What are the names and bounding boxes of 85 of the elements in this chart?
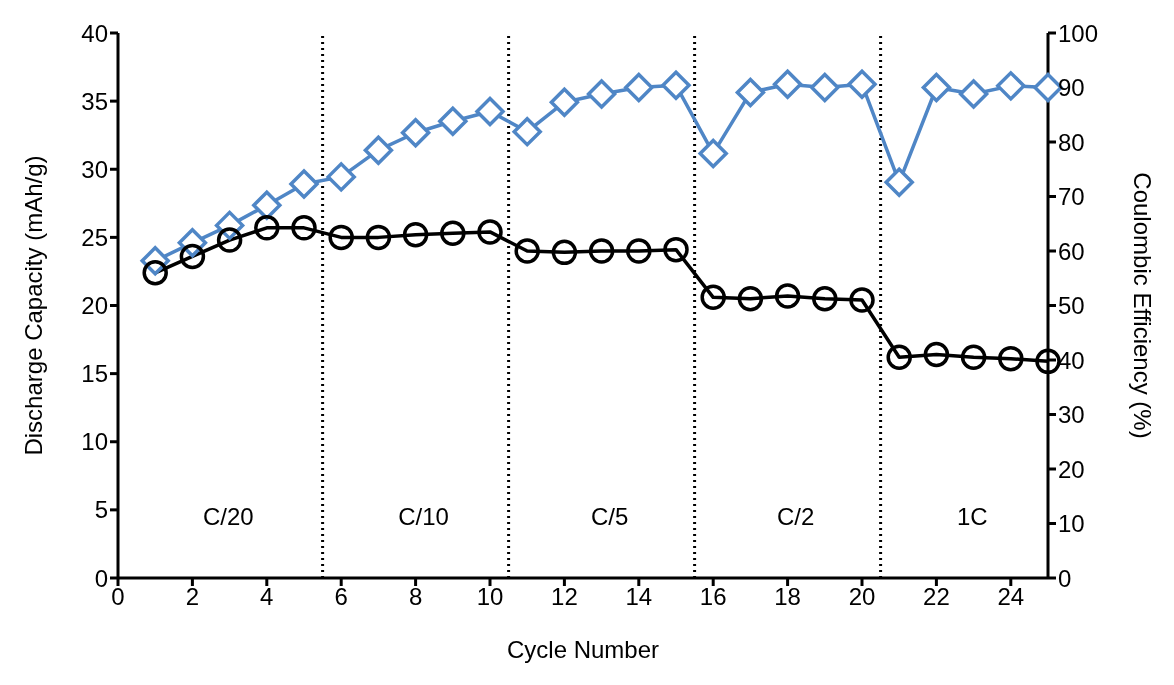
y2-axis-title: Coulombic Efficiency (%) <box>1129 172 1157 439</box>
point <box>402 221 429 248</box>
point <box>254 215 280 241</box>
point <box>216 227 243 253</box>
point <box>512 116 542 147</box>
point <box>996 71 1026 101</box>
x-tick-label: 2 <box>185 583 200 611</box>
point <box>1035 348 1061 375</box>
x-tick-label: 6 <box>334 583 348 611</box>
point <box>960 344 987 371</box>
x-tick-label: 10 <box>476 583 504 611</box>
x-axis-title: Cycle Number <box>506 636 660 663</box>
y-tick-label: 5 <box>94 496 108 524</box>
annotation: C/2 <box>775 503 816 531</box>
point <box>252 190 282 220</box>
point <box>661 70 691 101</box>
x-tick-label: 14 <box>625 583 653 611</box>
y2-tick-label: 100 <box>1058 19 1099 47</box>
y-tick-label: 35 <box>81 87 108 115</box>
y2-tick-label: 30 <box>1058 401 1085 429</box>
point <box>326 162 356 192</box>
y2-tick-label: 0 <box>1058 564 1072 592</box>
point <box>475 96 505 127</box>
point <box>291 215 317 241</box>
y2-tick-label: 10 <box>1058 510 1085 538</box>
x-tick-label: 22 <box>923 583 950 611</box>
y2-tick-label: 50 <box>1058 292 1085 320</box>
point <box>849 287 875 313</box>
y2-tick-label: 70 <box>1058 183 1085 211</box>
y2-tick-label: 40 <box>1058 346 1085 374</box>
point <box>365 224 392 251</box>
y-tick-label: 0 <box>94 564 108 592</box>
x-tick-label: 12 <box>551 583 578 611</box>
x-tick-label: 4 <box>260 583 274 611</box>
point <box>998 345 1024 372</box>
point <box>440 220 466 247</box>
point <box>549 87 580 117</box>
y-tick-label: 15 <box>81 360 108 388</box>
y2-tick-label: 60 <box>1058 237 1085 265</box>
point <box>551 239 578 266</box>
y-tick-label: 25 <box>81 223 108 251</box>
point <box>438 106 468 137</box>
point <box>886 344 912 371</box>
point <box>328 224 354 251</box>
point <box>588 238 615 264</box>
y2-tick-label: 20 <box>1058 455 1085 483</box>
x-tick-label: 8 <box>408 583 423 611</box>
x-tick-label: 0 <box>111 583 125 611</box>
point <box>847 69 877 99</box>
y-tick-label: 30 <box>81 155 108 183</box>
y-axis-title: Discharge Capacity (mAh/g) <box>19 155 47 456</box>
x-tick-label: 18 <box>774 583 801 611</box>
point <box>774 283 801 309</box>
y-tick-label: 40 <box>81 19 108 47</box>
point <box>958 79 989 109</box>
annotation: C/5 <box>589 503 630 531</box>
point <box>514 238 540 264</box>
point <box>626 238 652 264</box>
point <box>884 167 914 198</box>
point <box>663 236 689 263</box>
point <box>586 79 617 109</box>
point <box>400 117 431 148</box>
annotation: 1C <box>956 503 988 530</box>
point <box>737 285 764 312</box>
y2-tick-label: 80 <box>1058 128 1085 156</box>
annotation: C/10 <box>397 503 450 531</box>
point <box>735 77 766 108</box>
point <box>772 69 803 99</box>
y-tick-label: 10 <box>81 428 108 456</box>
point <box>810 72 840 103</box>
point <box>624 72 654 103</box>
point <box>363 135 394 165</box>
point <box>477 219 503 245</box>
x-tick-label: 24 <box>997 583 1025 611</box>
x-tick-label: 16 <box>699 583 727 611</box>
x-tick-label: 20 <box>848 583 876 611</box>
point <box>812 285 838 312</box>
point <box>289 169 319 199</box>
annotation: C/20 <box>201 503 255 531</box>
point <box>923 341 950 368</box>
y-tick-label: 20 <box>81 292 108 320</box>
point <box>921 72 952 103</box>
point <box>700 284 726 311</box>
y2-tick-label: 90 <box>1058 74 1085 102</box>
point <box>698 138 728 169</box>
